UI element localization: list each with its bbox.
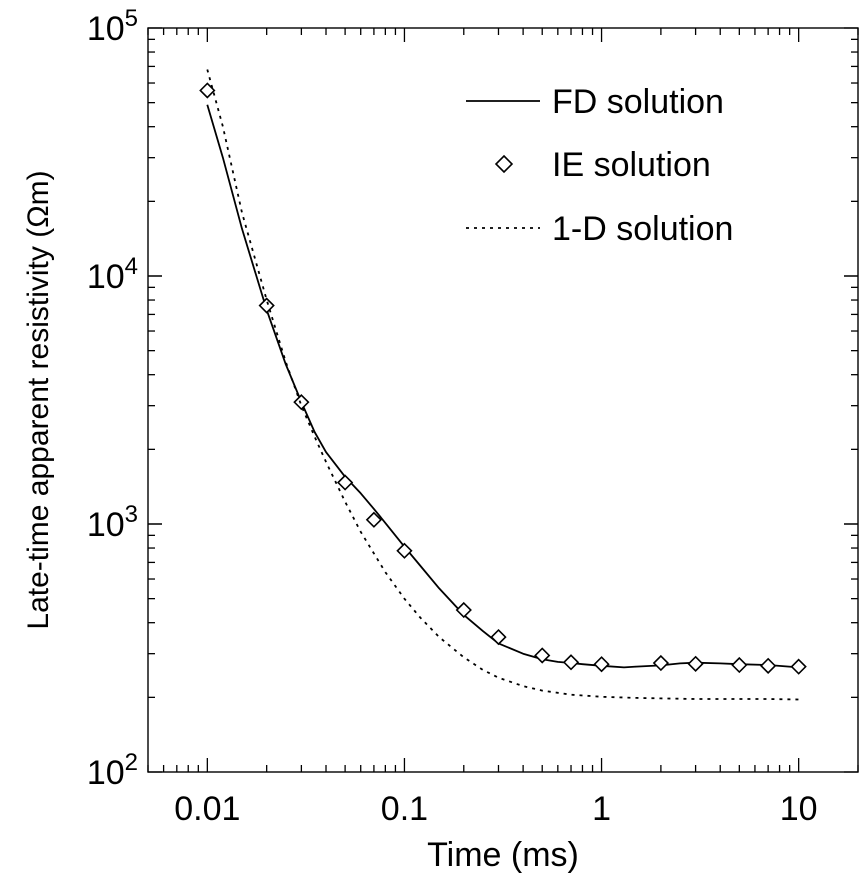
- series-layer: [199, 69, 807, 701]
- x-axis-label: Time (ms): [427, 836, 579, 874]
- ie-solution-marker: [687, 655, 704, 672]
- ie-solution-marker: [790, 658, 807, 675]
- ie-solution-marker: [534, 647, 551, 664]
- x-tick-label: 0.01: [174, 790, 240, 828]
- ie-solution-marker: [562, 654, 580, 671]
- legend-label-ie-solution: IE solution: [552, 146, 711, 184]
- ie-solution-marker: [336, 474, 354, 491]
- legend-marker-ie-solution: [494, 154, 514, 174]
- ie-solution-marker: [365, 511, 383, 528]
- 1-d-solution-line: [206, 69, 799, 701]
- y-tick-label: 105: [87, 5, 138, 48]
- ie-solution-marker: [731, 656, 748, 674]
- tick-labels: 0.01 0.1 1 10 102 103 104 105: [87, 5, 818, 828]
- x-tick-label: 1: [592, 790, 611, 828]
- x-tick-label: 10: [780, 790, 818, 828]
- legend-label-1-d-solution: 1-D solution: [552, 210, 733, 248]
- ie-solution-marker: [490, 628, 507, 646]
- ie-solution-marker: [652, 654, 670, 672]
- axis-ticks: [147, 27, 859, 773]
- ie-solution-marker: [396, 542, 413, 559]
- fd-solution-line: [206, 104, 799, 669]
- x-tick-label: 0.1: [381, 790, 428, 828]
- y-axis-label: Late-time apparent resistivity (Ωm): [22, 170, 55, 629]
- ie-solution-marker: [760, 657, 777, 674]
- y-tick-label: 102: [87, 749, 138, 792]
- legend-label-fd-solution: FD solution: [552, 83, 724, 121]
- ie-solution-marker: [293, 394, 310, 411]
- y-tick-label: 103: [87, 501, 138, 544]
- y-tick-label: 104: [87, 253, 138, 296]
- ie-solution-marker: [199, 82, 216, 99]
- plot-frame: [147, 27, 859, 773]
- ie-solution-marker: [593, 656, 610, 673]
- legend: FD solution IE solution 1-D solution: [466, 83, 733, 248]
- ie-solution-marker: [258, 297, 275, 314]
- ie-solution-marker: [455, 601, 472, 619]
